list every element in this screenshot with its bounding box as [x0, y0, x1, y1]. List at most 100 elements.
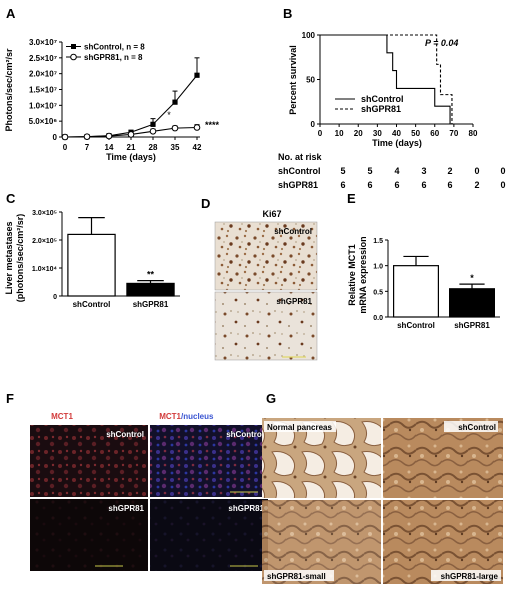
- a-ticks: 0 5.0×10⁶ 1.0×10⁷ 1.5×10⁷ 2.0×10⁷ 2.5×10⁷ 3.0×…: [29, 38, 202, 152]
- f-image-mct1-shgpr81: [30, 499, 148, 571]
- risk-cell: 5: [340, 166, 345, 176]
- a-legend-shcontrol: shControl, n = 8: [84, 43, 145, 52]
- risk-row-label-shgpr81: shGPR81: [278, 180, 318, 190]
- risk-cell: 0: [500, 166, 505, 176]
- g-label-normal: Normal pancreas: [267, 423, 332, 432]
- a-sig-star: *: [167, 110, 171, 120]
- panel-g: G Normal pancreas shControl shGPR81-smal…: [262, 391, 503, 584]
- e-category-label: shControl: [397, 321, 435, 330]
- risk-cells: 5 5 4 3 2 0 0 6 6 6 6 6 2 0: [340, 166, 505, 190]
- d-title: Ki67: [262, 209, 281, 219]
- f-image-merge-shgpr81: [150, 499, 268, 571]
- a-series: [61, 57, 201, 141]
- b-legend-shgpr81: shGPR81: [361, 104, 401, 114]
- a-xtick-label: 28: [149, 143, 158, 152]
- risk-row-label-shcontrol: shControl: [278, 166, 321, 176]
- e-bar-shgpr81: [449, 288, 496, 318]
- a-sig-stars: ****: [205, 120, 220, 130]
- e-ytick-label: 1.0: [373, 264, 383, 271]
- risk-cell: 0: [500, 180, 505, 190]
- a-point-shcontrol: [150, 121, 156, 127]
- c-bar-shgpr81: [126, 282, 175, 297]
- a-xtick-label: 42: [193, 143, 202, 152]
- e-category-label: shGPR81: [454, 321, 490, 330]
- risk-cell: 4: [394, 166, 399, 176]
- b-xtick-label: 70: [449, 129, 458, 138]
- panel-letter-d: D: [201, 196, 210, 211]
- panel-e: E 0.0 0.5 1.0 1.5 shControl shGPR81 * Relative…: [347, 191, 500, 330]
- f-label-shgpr81-1: shGPR81: [108, 504, 144, 513]
- a-point-shcontrol: [194, 72, 200, 78]
- g-label-shgpr81-small: shGPR81-small: [267, 572, 326, 581]
- f-title-mct1: MCT1: [51, 412, 73, 421]
- a-legend-marker-shgpr81: [70, 53, 77, 61]
- a-point-shcontrol: [172, 99, 178, 105]
- panel-letter-g: G: [266, 391, 276, 406]
- risk-cell: 6: [394, 180, 399, 190]
- a-ytick-label: 2.5×10⁷: [29, 54, 57, 63]
- e-ytick-label: 1.5: [373, 238, 383, 245]
- d-image-shcontrol: [214, 221, 318, 291]
- a-xtick-label: 35: [171, 143, 180, 152]
- a-ytick-label: 5.0×10⁶: [29, 117, 58, 126]
- b-ytick-label: 50: [306, 76, 315, 85]
- b-xtick-label: 60: [430, 129, 439, 138]
- f-image-mct1-shcontrol: [30, 425, 148, 497]
- b-xtick-label: 30: [373, 129, 382, 138]
- c-plot: 0 1.0×10⁴ 2.0×10⁵ 3.0×10⁵ shControl shGPR81 **: [32, 210, 175, 309]
- a-ytick-label: 2.0×10⁷: [29, 70, 57, 79]
- risk-cell: 6: [340, 180, 345, 190]
- a-xtick-label: 7: [85, 143, 90, 152]
- risk-cell: 2: [474, 180, 479, 190]
- b-xtick-label: 50: [411, 129, 420, 138]
- risk-cell: 3: [421, 166, 426, 176]
- panel-letter-f: F: [6, 391, 14, 406]
- b-xtick-label: 80: [469, 129, 478, 138]
- e-ylabel-line1: Relative MCT1: [347, 244, 357, 306]
- e-ytick-label: 0.5: [373, 289, 383, 296]
- panel-letter-e: E: [347, 191, 356, 206]
- a-point-shgpr81: [127, 131, 135, 138]
- f-image-merge-shcontrol: [150, 425, 268, 497]
- f-label-shcontrol-2: shControl: [226, 430, 264, 439]
- d-label-shgpr81: shGPR81: [276, 297, 312, 306]
- f-label-shgpr81-2: shGPR81: [228, 504, 264, 513]
- f-title-merge-b: /nucleus: [181, 412, 214, 421]
- b-xtick-label: 40: [392, 129, 401, 138]
- f-label-shcontrol-1: shControl: [106, 430, 144, 439]
- b-series: [320, 34, 453, 124]
- panel-letter-a: A: [6, 6, 16, 21]
- b-xlabel: Time (days): [372, 138, 422, 148]
- b-xtick-label: 20: [354, 129, 363, 138]
- e-significance: *: [470, 273, 474, 283]
- a-point-shgpr81: [105, 132, 113, 140]
- a-point-shgpr81: [149, 128, 157, 135]
- risk-cell: 6: [421, 180, 426, 190]
- c-category-label: shControl: [73, 300, 111, 309]
- risk-cell: 6: [367, 180, 372, 190]
- a-legend: shControl, n = 8 shGPR81, n = 8: [66, 43, 145, 62]
- c-ylabel-line2: (photons/sec/cm²/sr): [15, 214, 25, 303]
- panel-d: D Ki67: [201, 196, 318, 361]
- e-bar-shcontrol: [393, 265, 440, 318]
- a-point-shgpr81: [171, 124, 179, 132]
- a-xlabel: Time (days): [106, 152, 156, 162]
- e-plot: 0.0 0.5 1.0 1.5 shControl shGPR81 *: [373, 238, 496, 330]
- panel-f: F MCT1 MCT1 /nucleus shControl shControl…: [6, 391, 268, 571]
- risk-cell: 5: [367, 166, 372, 176]
- e-ylabel-line2: mRNA expression: [358, 236, 368, 313]
- b-legend-shcontrol: shControl: [361, 94, 404, 104]
- b-legend: shControl shGPR81: [335, 94, 404, 114]
- b-ytick-label: 100: [302, 31, 316, 40]
- a-legend-shgpr81: shGPR81, n = 8: [84, 53, 143, 62]
- b-risk-table: No. at risk shControl shGPR81 5 5 4 3 2 0 0 6 6 6…: [278, 152, 506, 190]
- c-significance: **: [147, 270, 155, 280]
- risk-table-title: No. at risk: [278, 152, 323, 162]
- b-km-curve-shgpr81: [320, 34, 453, 124]
- c-ytick-label: 3.0×10⁵: [32, 210, 57, 217]
- c-bar-shcontrol: [67, 233, 116, 297]
- panel-c: C 0 1.0×10⁴ 2.0×10⁵ 3.0×10⁵ shControl shGPR81…: [4, 191, 180, 309]
- b-ticks: 0 50 100 0 10 20 30 40 50 60 70 80: [302, 31, 478, 138]
